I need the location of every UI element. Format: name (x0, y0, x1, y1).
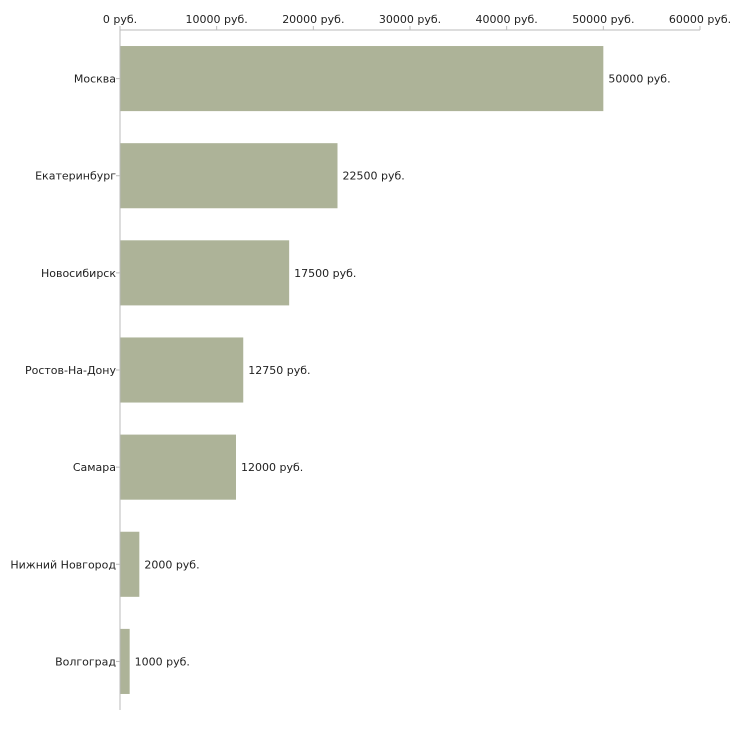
value-label: 50000 руб. (608, 73, 670, 86)
bar (120, 240, 290, 306)
x-tick-label: 10000 руб. (186, 13, 248, 26)
value-label: 1000 руб. (135, 655, 190, 668)
value-label: 22500 руб. (343, 170, 405, 183)
category-label: Екатеринбург (35, 170, 116, 183)
value-label: 2000 руб. (144, 558, 199, 571)
bars: 50000 руб. 22500 руб. 17500 руб. 12750 руб.… (120, 46, 671, 694)
value-label: 12000 руб. (241, 461, 303, 474)
x-tick-label: 30000 руб. (379, 13, 441, 26)
bar (120, 434, 236, 500)
category-label: Новосибирск (41, 267, 116, 280)
x-tick-label: 60000 руб. (669, 13, 730, 26)
bar (120, 46, 604, 112)
value-label: 12750 руб. (248, 364, 310, 377)
bar (120, 337, 244, 403)
y-axis: Москва Екатеринбург Новосибирск Ростов-На-Д… (10, 30, 121, 710)
category-label: Нижний Новгород (10, 558, 116, 571)
category-label: Ростов-На-Дону (25, 364, 116, 377)
x-tick-label: 50000 руб. (572, 13, 634, 26)
category-label: Самара (73, 461, 116, 474)
x-tick-label: 20000 руб. (282, 13, 344, 26)
category-label: Москва (74, 73, 116, 86)
x-axis: 0 руб. 10000 руб. 20000 руб. 30000 руб. 4000… (103, 13, 730, 31)
value-label: 17500 руб. (294, 267, 356, 280)
x-tick-label: 0 руб. (103, 13, 137, 26)
bar (120, 531, 140, 597)
bar (120, 628, 130, 694)
bar (120, 143, 338, 209)
category-label: Волгоград (55, 655, 116, 668)
x-tick-label: 40000 руб. (476, 13, 538, 26)
